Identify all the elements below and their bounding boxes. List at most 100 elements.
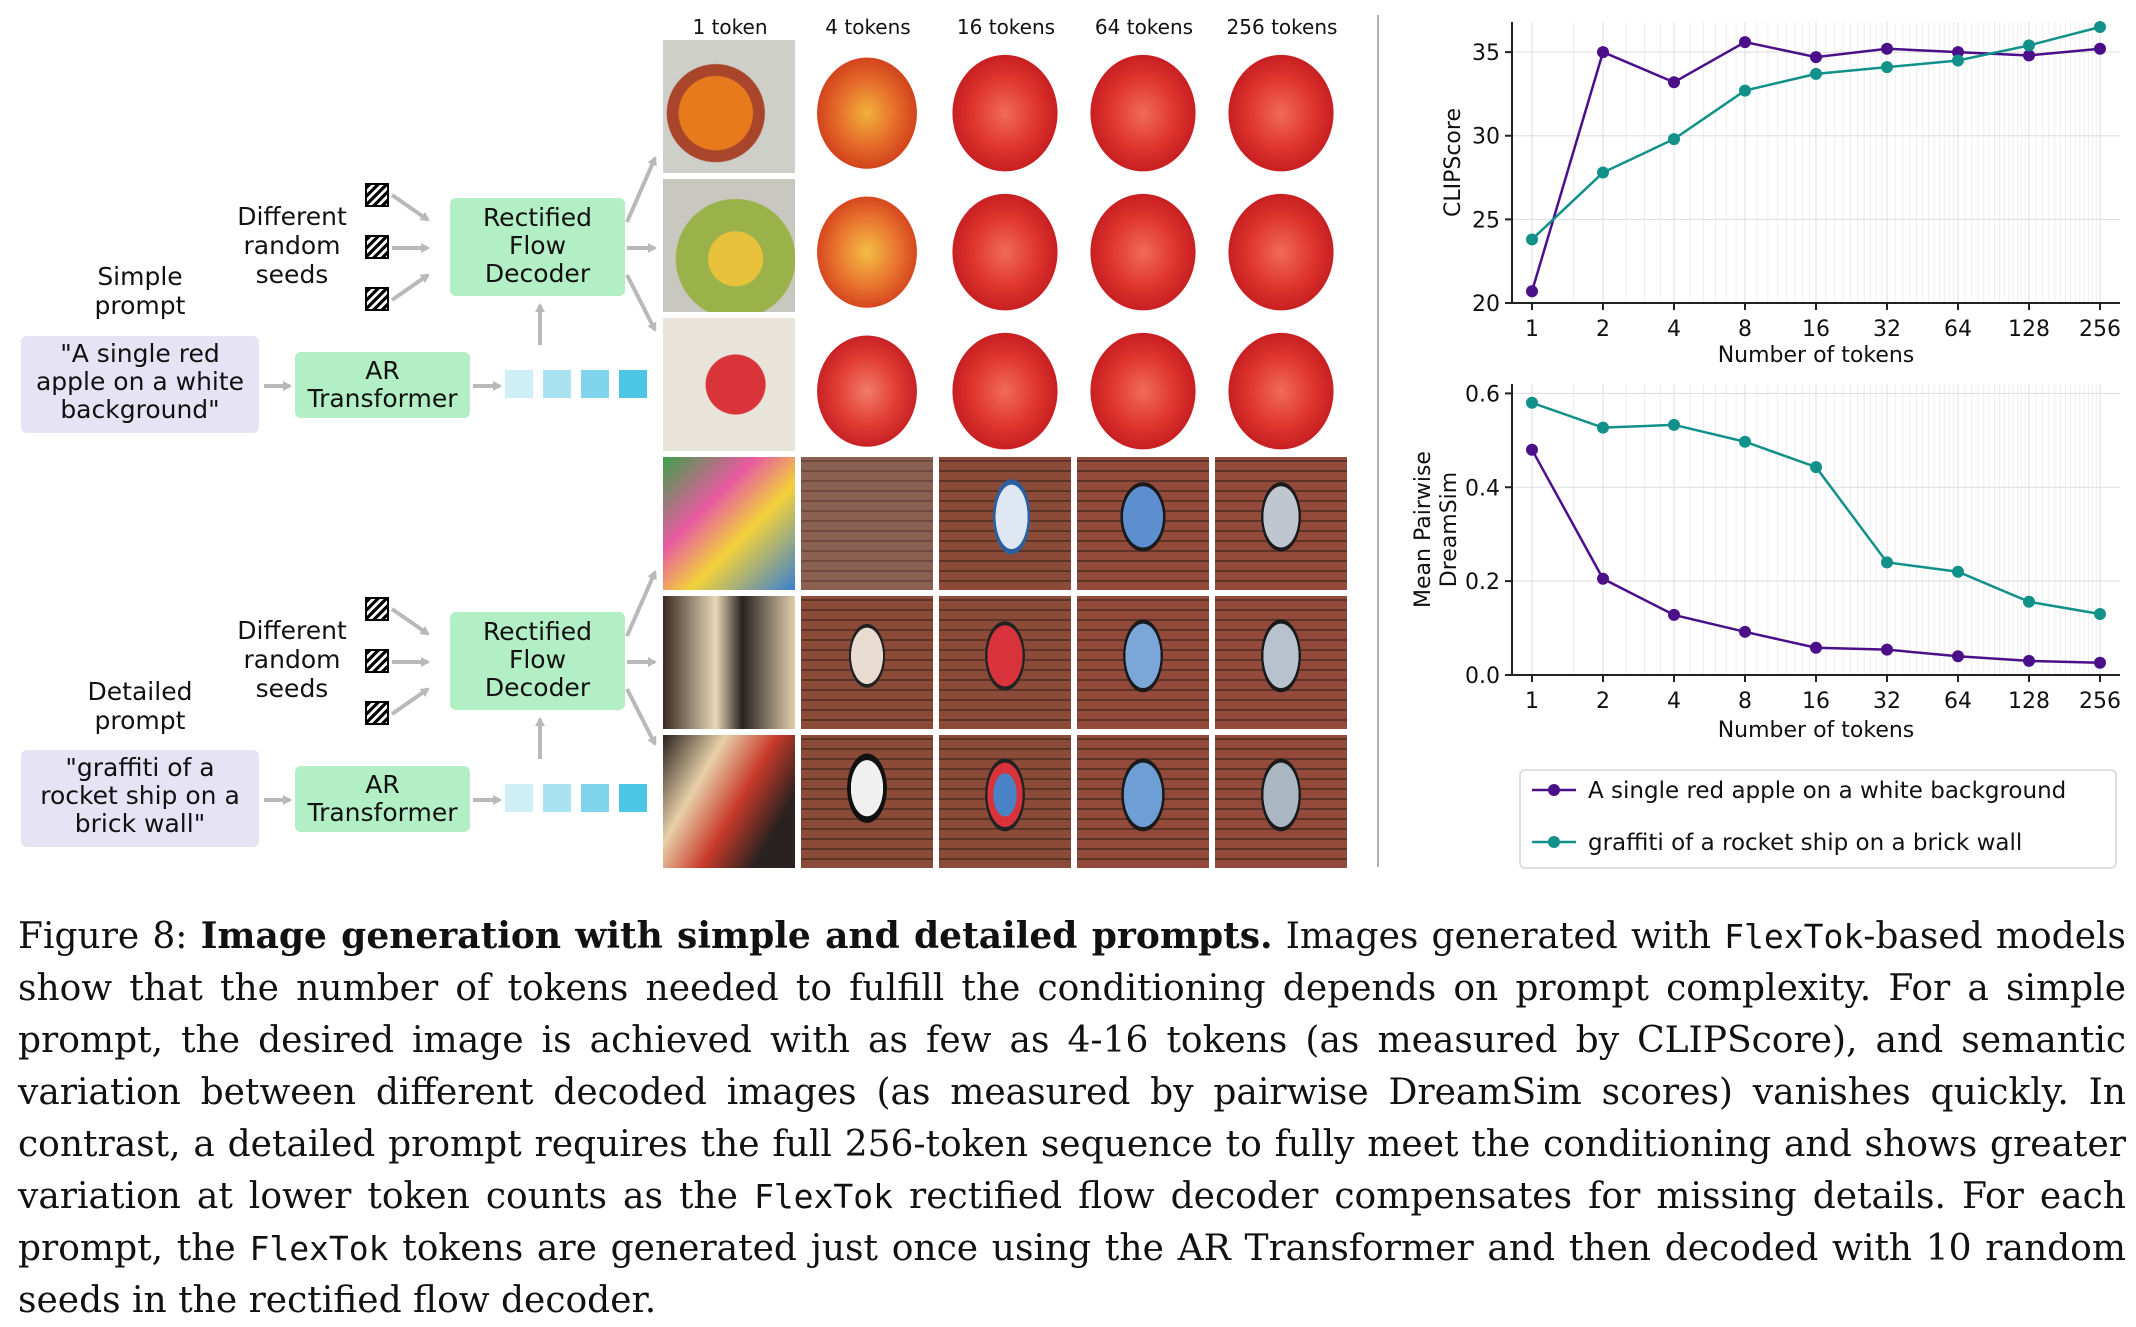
- y-tick-label: 0.2: [1465, 570, 1500, 595]
- y-axis-label-line: Mean Pairwise: [1411, 451, 1436, 608]
- token-square: [543, 370, 571, 398]
- caption-text: -based models show that the number of to…: [18, 916, 2127, 1217]
- seed-icon: [365, 649, 389, 673]
- data-point: [1597, 166, 1609, 179]
- fruit-image: [663, 40, 795, 173]
- fruit-image: [663, 179, 795, 312]
- caption-title: Image generation with simple and detaile…: [200, 915, 1273, 957]
- token-square: [543, 784, 571, 812]
- column-label: 256 tokens: [1226, 15, 1338, 39]
- data-point: [1810, 51, 1822, 64]
- x-tick-label: 8: [1738, 317, 1752, 342]
- column-label: 16 tokens: [956, 15, 1056, 39]
- y-axis-label: Mean PairwiseDreamSim: [1411, 451, 1462, 608]
- apple-image: [801, 179, 933, 312]
- token-square: [619, 370, 647, 398]
- graffiti-image: [1077, 457, 1209, 590]
- x-tick-label: 4: [1667, 689, 1681, 714]
- ar-transformer-top: AR Transformer: [295, 352, 470, 418]
- y-tick-label: 0.4: [1465, 476, 1500, 501]
- data-point: [1952, 565, 1964, 578]
- data-point: [1881, 61, 1893, 74]
- y-tick-label: 30: [1472, 125, 1500, 150]
- data-point: [1739, 625, 1751, 638]
- x-tick-label: 64: [1944, 689, 1972, 714]
- graffiti-image: [1215, 735, 1347, 868]
- y-axis-label-line: CLIPScore: [1441, 108, 1466, 217]
- caption-prefix: Figure 8:: [18, 916, 201, 957]
- apple-image: [939, 179, 1071, 312]
- data-point: [1526, 285, 1538, 298]
- fruit-image: [663, 318, 795, 451]
- data-point: [1810, 641, 1822, 654]
- y-axis-label: CLIPScore: [1441, 108, 1466, 217]
- data-point: [1952, 54, 1964, 67]
- ar-transformer-bottom: AR Transformer: [295, 766, 470, 832]
- y-tick-label: 20: [1472, 292, 1500, 317]
- x-tick-label: 1: [1525, 317, 1539, 342]
- caption-flextok: FlexTok: [753, 1177, 894, 1216]
- x-tick-label: 128: [2008, 689, 2050, 714]
- apple-image: [801, 40, 933, 173]
- data-point: [1739, 36, 1751, 49]
- rectified-flow-decoder-top: Rectified Flow Decoder: [450, 198, 625, 296]
- graffiti-image: [801, 735, 933, 868]
- data-point: [1810, 461, 1822, 474]
- apple-image: [1077, 40, 1209, 173]
- y-axis-label-line: DreamSim: [1437, 472, 1462, 587]
- apple-image: [1215, 179, 1347, 312]
- token-square: [505, 370, 533, 398]
- graffiti-image: [1077, 735, 1209, 868]
- data-point: [1526, 396, 1538, 409]
- graffiti-image: [663, 735, 795, 868]
- y-tick-label: 0.6: [1465, 382, 1500, 407]
- graffiti-image: [663, 596, 795, 729]
- apple-image: [1077, 318, 1209, 451]
- graffiti-image: [939, 735, 1071, 868]
- token-square: [581, 784, 609, 812]
- data-point: [1739, 435, 1751, 448]
- apple-image: [801, 318, 933, 451]
- data-point: [1668, 608, 1680, 621]
- seeds-label-top: Different random seeds: [237, 202, 347, 289]
- graffiti-image: [1215, 596, 1347, 729]
- apple-image: [939, 40, 1071, 173]
- x-tick-label: 128: [2008, 317, 2050, 342]
- x-axis-label: Number of tokens: [1718, 718, 1915, 743]
- y-tick-label: 0.0: [1465, 664, 1500, 689]
- seed-icon: [365, 701, 389, 725]
- x-tick-label: 16: [1802, 317, 1830, 342]
- rectified-flow-decoder-bottom: Rectified Flow Decoder: [450, 612, 625, 710]
- x-tick-label: 4: [1667, 317, 1681, 342]
- data-point: [1739, 84, 1751, 97]
- data-point: [1597, 572, 1609, 585]
- data-point: [1597, 421, 1609, 434]
- x-axis-label: Number of tokens: [1718, 343, 1915, 368]
- divider: [1377, 15, 1379, 867]
- data-point: [1881, 42, 1893, 55]
- chart-panel-2: 0.0 0.2 0.4 0.6 1 2 4 8 16 32 64 128 256 Number of to…: [1411, 382, 2121, 743]
- seed-icon: [365, 183, 389, 207]
- graffiti-image: [939, 596, 1071, 729]
- caption-text: Images generated with: [1272, 916, 1725, 957]
- seed-icon: [365, 597, 389, 621]
- data-point: [2023, 39, 2035, 52]
- caption-flextok: FlexTok: [249, 1229, 389, 1268]
- x-tick-label: 256: [2079, 317, 2121, 342]
- simple-prompt-label: Simple prompt: [94, 262, 186, 320]
- chart-panel-1: 20 25 30 35 1 2 4 8 16 32 64 128 256 Number of tokens…: [1441, 21, 2121, 368]
- detailed-prompt-label: Detailed prompt: [87, 677, 193, 735]
- data-point: [2023, 49, 2035, 62]
- apple-image: [1215, 40, 1347, 173]
- graffiti-image: [663, 457, 795, 590]
- x-tick-label: 64: [1944, 317, 1972, 342]
- x-tick-label: 32: [1873, 689, 1901, 714]
- figure-caption: Figure 8: Image generation with simple a…: [18, 910, 2126, 1327]
- data-point: [1952, 46, 1964, 59]
- legend-label: graffiti of a rocket ship on a brick wal…: [1588, 830, 2022, 856]
- column-label: 64 tokens: [1094, 15, 1194, 39]
- x-tick-label: 1: [1525, 689, 1539, 714]
- data-point: [1810, 67, 1822, 80]
- data-point: [1952, 650, 1964, 663]
